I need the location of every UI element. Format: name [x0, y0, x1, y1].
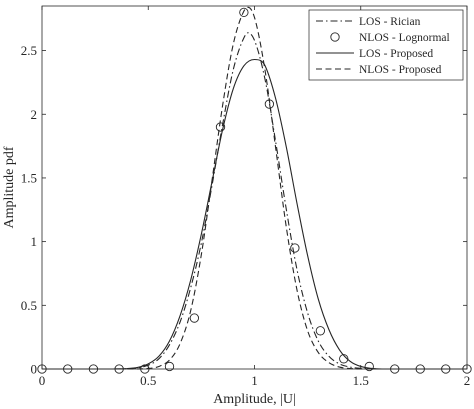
legend-label: NLOS - Lognormal — [359, 32, 450, 44]
y-tick-label: 0 — [31, 362, 38, 377]
y-tick-label: 2 — [31, 107, 38, 122]
legend-label: LOS - Rician — [359, 16, 421, 28]
marker-point-nlos-lognormal — [164, 361, 175, 372]
legend: LOS - Rician NLOS - Lognormal LOS - Propos… — [308, 9, 464, 81]
y-axis-label: Amplitude pdf — [2, 146, 17, 228]
x-tick-label: 1 — [251, 373, 258, 388]
y-tick-label: 1 — [31, 234, 38, 249]
x-tick-label: 1.5 — [353, 373, 369, 388]
marker-point-nlos-lognormal — [315, 326, 326, 336]
marker-point-nlos-lognormal — [364, 361, 374, 372]
x-tick-label: 0 — [39, 373, 46, 388]
legend-box — [308, 9, 464, 81]
marker-point-nlos-lognormal — [264, 99, 275, 109]
x-tick-label: 0.5 — [140, 373, 156, 388]
marker-point-nlos-lognormal — [339, 354, 349, 364]
legend-swatch — [330, 32, 340, 42]
tick-layer: 0 0.5 1 1.5 2 0 0.5 1 1.5 2 2.5 — [21, 6, 471, 388]
x-tick-label: 2 — [464, 373, 471, 388]
legend-label: NLOS - Proposed — [359, 64, 442, 76]
plot-frame — [41, 5, 468, 370]
y-tick-label: 2.5 — [21, 43, 37, 58]
y-tick-label: 1.5 — [21, 170, 37, 185]
marker-point-nlos-lognormal — [290, 243, 300, 253]
marker-point-nlos-lognormal — [239, 7, 249, 18]
series-line-los-rician — [42, 32, 467, 370]
y-tick-label: 0.5 — [21, 298, 37, 313]
x-axis-label: Amplitude, |U| — [213, 392, 296, 407]
marker-point-nlos-lognormal — [189, 313, 200, 323]
series-line-los-proposed — [42, 58, 467, 370]
marker-point-nlos-lognormal — [215, 122, 226, 132]
legend-label: LOS - Proposed — [359, 48, 433, 60]
